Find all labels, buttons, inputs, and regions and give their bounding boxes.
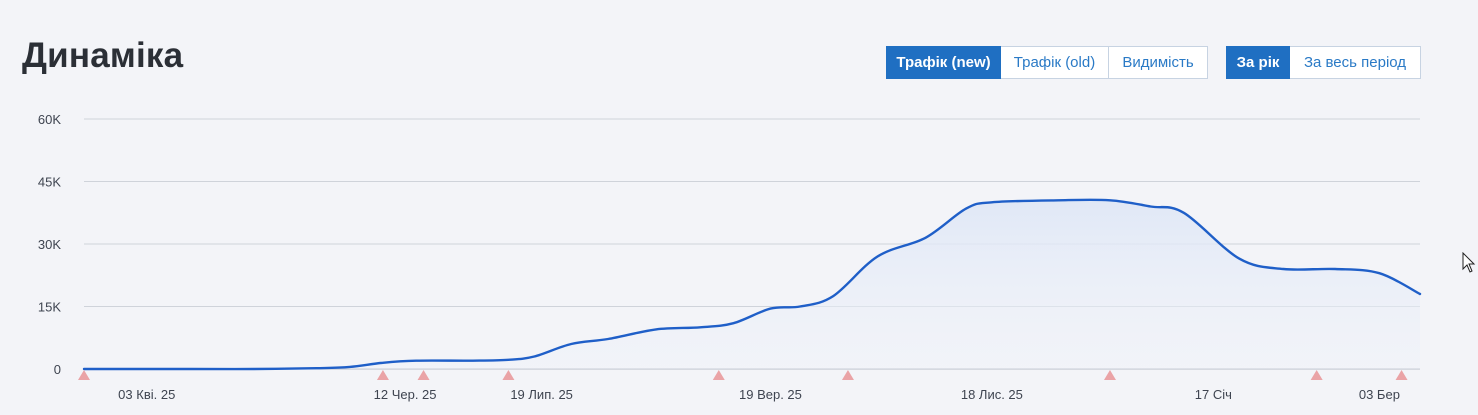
annotation-marker[interactable] xyxy=(712,370,725,380)
annotation-marker[interactable] xyxy=(78,370,90,380)
annotation-marker[interactable] xyxy=(1310,370,1323,380)
metric-toggle-group: Трафік (new) Трафік (old) Видимість xyxy=(886,46,1208,79)
annotation-marker[interactable] xyxy=(1103,370,1116,380)
period-toggle-group: За рік За весь період xyxy=(1226,46,1421,79)
tab-traffic-new[interactable]: Трафік (new) xyxy=(886,46,1001,79)
page-title: Динаміка xyxy=(22,36,184,75)
annotation-marker[interactable] xyxy=(841,370,854,380)
y-tick-label: 15K xyxy=(38,300,61,315)
annotation-marker[interactable] xyxy=(1395,370,1408,380)
y-tick-label: 0 xyxy=(54,362,61,377)
annotation-marker[interactable] xyxy=(417,370,430,380)
annotation-marker[interactable] xyxy=(376,370,389,380)
annotation-marker[interactable] xyxy=(502,370,515,380)
x-tick-label: 03 Кві. 25 xyxy=(118,387,175,402)
x-tick-label: 03 Бер xyxy=(1359,387,1400,402)
y-tick-label: 45K xyxy=(38,175,61,190)
series-area xyxy=(84,199,1420,370)
tab-traffic-old[interactable]: Трафік (old) xyxy=(1001,46,1109,79)
tab-all-time[interactable]: За весь період xyxy=(1290,46,1421,79)
y-axis: 0 15K 30K 45K 60K xyxy=(38,112,61,377)
y-tick-label: 30K xyxy=(38,237,61,252)
x-tick-label: 17 Січ xyxy=(1195,387,1232,402)
chart-series xyxy=(82,198,1422,371)
tab-last-year[interactable]: За рік xyxy=(1226,46,1290,79)
series-line[interactable] xyxy=(82,198,1422,371)
chart-annotations xyxy=(78,370,1408,380)
y-tick-label: 60K xyxy=(38,112,61,127)
tab-visibility[interactable]: Видимість xyxy=(1109,46,1208,79)
x-tick-label: 19 Вер. 25 xyxy=(739,387,802,402)
x-axis: 03 Кві. 25 12 Чер. 25 19 Лип. 25 19 Вер. 25… xyxy=(118,387,1400,402)
mouse-cursor-icon xyxy=(1462,252,1476,273)
x-tick-label: 12 Чер. 25 xyxy=(374,387,437,402)
x-tick-label: 19 Лип. 25 xyxy=(510,387,573,402)
x-tick-label: 18 Лис. 25 xyxy=(961,387,1023,402)
